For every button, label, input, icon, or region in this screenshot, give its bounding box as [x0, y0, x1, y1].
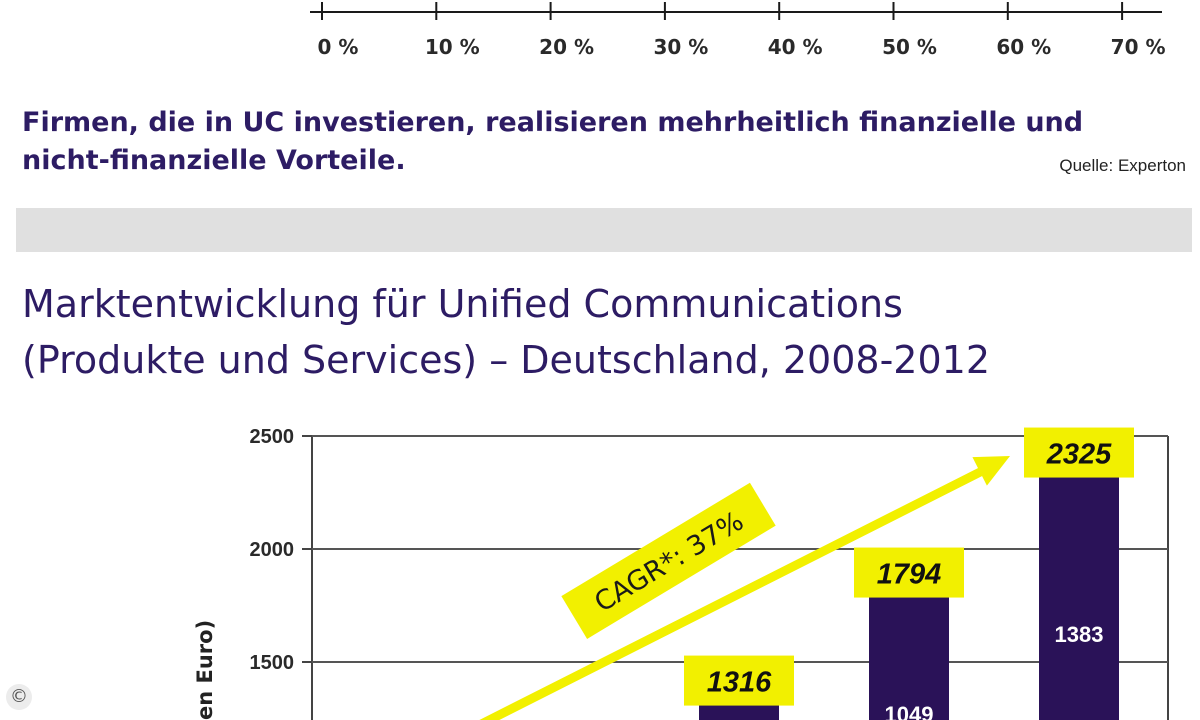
- caption-line-1: Firmen, die in UC investieren, realisier…: [22, 107, 1084, 138]
- bar: [1039, 475, 1119, 720]
- chart-title: Marktentwicklung für Unified Communicati…: [22, 276, 1192, 388]
- bar-value-box: [1024, 427, 1134, 478]
- top-axis-tick-label: 0 %: [318, 35, 359, 59]
- top-axis-tick-label: 20 %: [539, 35, 594, 59]
- divider-band: [16, 208, 1192, 252]
- bar: [869, 595, 949, 720]
- cagr-annotation: CAGR*: 37%: [561, 482, 776, 639]
- title-line-1: Marktentwicklung für Unified Communicati…: [22, 282, 903, 326]
- source-label: Quelle: Experton: [1059, 156, 1186, 175]
- top-percent-axis: 0 % 10 % 20 % 30 % 40 % 50 % 60 % 70 %: [310, 2, 1166, 59]
- bar-value-label: 2325: [1046, 439, 1112, 471]
- top-axis-tick-label: 50 %: [882, 35, 937, 59]
- caption-line-2: nicht-finanzielle Vorteile.: [22, 145, 406, 176]
- market-bar-chart: CAGR*: 37% 1500 2000 2500 en Euro) 1316 1794 1…: [193, 426, 1169, 720]
- top-axis-tick-label: 30 %: [653, 35, 708, 59]
- growth-arrow-shaft: [479, 458, 1003, 720]
- y-tick-label: 2500: [250, 426, 295, 448]
- y-axis-label: en Euro): [193, 620, 217, 720]
- bar-value-box: [854, 547, 964, 598]
- bar-value-box: [684, 655, 794, 706]
- y-tick-label: 1500: [250, 652, 295, 674]
- chart-caption: Firmen, die in UC investieren, realisier…: [22, 104, 1142, 180]
- bar-value-label: 1316: [707, 667, 772, 699]
- top-axis-tick-label: 40 %: [768, 35, 823, 59]
- top-axis-tick-label: 70 %: [1111, 35, 1166, 59]
- growth-arrow-head: [972, 456, 1010, 486]
- bar: [699, 703, 779, 720]
- top-axis-tick-label: 10 %: [425, 35, 480, 59]
- bar-segment-label: 1049: [885, 702, 934, 720]
- cagr-box: [561, 482, 776, 639]
- title-line-2: (Produkte und Services) – Deutschland, 2…: [22, 338, 990, 382]
- bar-value-label: 1794: [877, 559, 942, 591]
- top-axis-tick-label: 60 %: [996, 35, 1051, 59]
- bar-segment-label: 1383: [1055, 622, 1104, 647]
- y-tick-label: 2000: [250, 539, 295, 561]
- copyright-icon: ©: [6, 684, 32, 710]
